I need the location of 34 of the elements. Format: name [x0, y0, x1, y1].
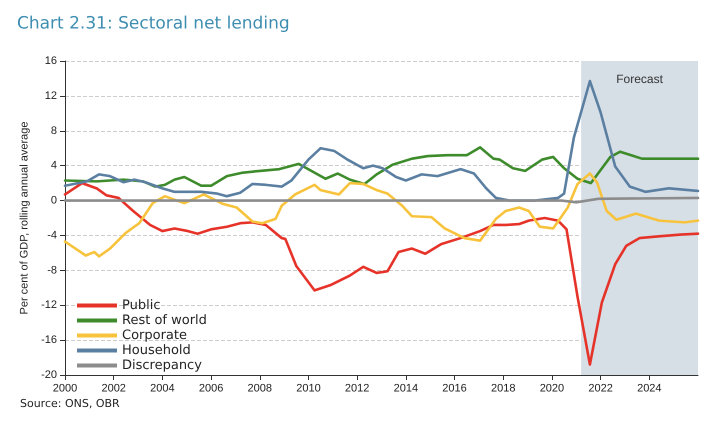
x-tick-label: 2018 — [490, 382, 516, 394]
x-tick-label: 2024 — [637, 382, 662, 394]
x-tick-label: 2010 — [296, 382, 321, 394]
legend-label: Household — [122, 343, 191, 358]
legend-label: Corporate — [122, 328, 187, 343]
x-tick-label: 2002 — [101, 382, 126, 394]
y-tick-label: -4 — [47, 229, 57, 242]
x-tick-label: 2016 — [442, 382, 467, 394]
x-tick-label: 2006 — [198, 382, 224, 394]
y-tick-label: 8 — [50, 124, 57, 137]
x-tick-label: 2020 — [540, 382, 564, 394]
y-tick-label: -16 — [41, 334, 57, 346]
band-label: Forecast — [616, 72, 664, 86]
y-axis-title: Per cent of GDP, rolling annual average — [18, 121, 31, 315]
y-tick-label: 4 — [50, 160, 57, 172]
y-tick-label: 16 — [44, 55, 57, 67]
x-tick-label: 2012 — [344, 382, 370, 394]
legend-label: Rest of world — [122, 313, 207, 328]
source-note: Source: ONS, OBR — [20, 397, 120, 410]
x-tick-label: 2004 — [150, 382, 175, 394]
y-tick-label: -20 — [41, 369, 57, 381]
line-series — [64, 146, 700, 188]
legend-label: Discrepancy — [122, 358, 202, 373]
y-tick-label: 12 — [44, 90, 57, 102]
y-tick-label: 0 — [50, 194, 57, 207]
x-tick-label: 2008 — [248, 382, 272, 394]
x-tick-label: 2022 — [588, 382, 613, 394]
y-tick-label: -8 — [47, 264, 57, 276]
legend-label: Public — [122, 298, 160, 313]
chart-title: Chart 2.31: Sectoral net lending — [17, 14, 290, 34]
line-series — [64, 172, 700, 258]
y-tick-label: -12 — [41, 299, 57, 312]
x-tick-label: 2014 — [394, 382, 418, 394]
x-tick-label: 2000 — [52, 382, 78, 394]
